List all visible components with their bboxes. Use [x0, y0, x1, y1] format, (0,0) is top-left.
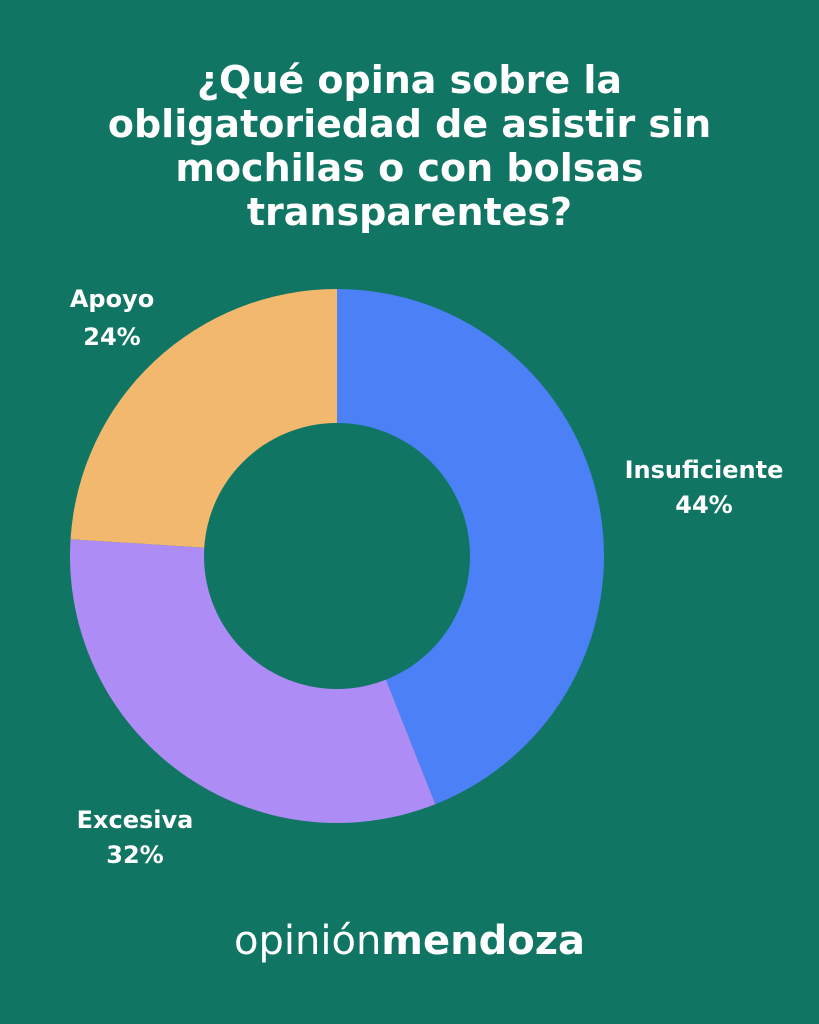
slice-label-excesiva: Excesiva: [77, 806, 194, 834]
slice-label-apoyo: Apoyo: [70, 285, 154, 313]
slice-value-insuficiente: 44%: [675, 491, 732, 519]
brand-logo-light: opinión: [234, 918, 382, 964]
chart-title: ¿Qué opina sobre la obligatoriedad de as…: [107, 58, 712, 234]
slice-value-apoyo: 24%: [83, 323, 140, 351]
slice-insuficiente: [337, 289, 604, 805]
donut-hole: [204, 423, 470, 689]
brand-logo-bold: mendoza: [381, 918, 585, 964]
slice-value-excesiva: 32%: [106, 841, 163, 869]
brand-logo: opiniónmendoza: [0, 918, 819, 964]
slice-label-insuficiente: Insuficiente: [625, 456, 784, 484]
